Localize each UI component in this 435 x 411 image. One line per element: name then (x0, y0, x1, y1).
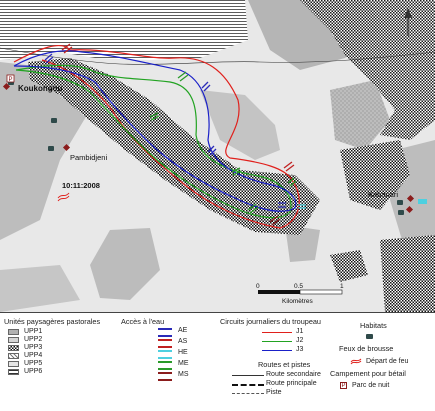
legend-upp3-label: UPP3 (24, 344, 43, 351)
place-label-koukongou: Koukongou (18, 84, 63, 93)
legend-route-secondary-label: Route secondaire (266, 371, 321, 378)
legend-upp5-swatch (8, 361, 19, 367)
legend-water-me-label: ME (178, 360, 189, 367)
legend-upp3-swatch (8, 345, 19, 351)
legend-water-he-label: HE (178, 349, 188, 356)
upp1-region-south (90, 228, 160, 300)
legend-water-ae-symbol (158, 328, 172, 337)
legend-circuit-j1-line (262, 332, 292, 333)
circuit-j3-blue (13, 50, 297, 212)
legend-water-he-symbol (158, 350, 172, 359)
legend-route-main-line (232, 384, 264, 386)
fire-start-icon (57, 192, 70, 202)
legend-upp6-label: UPP6 (24, 368, 43, 375)
legend-route-secondary-line (232, 375, 264, 376)
legend-route-main-label: Route principale (266, 380, 317, 387)
legend-track-label: Piste (266, 389, 282, 396)
legend-upp4-label: UPP4 (24, 352, 43, 359)
scale-unit-label: Kilomètres (282, 298, 313, 305)
legend-water-as-symbol (158, 339, 172, 348)
scale-bar: 0 0.5 1 Kilomètres (256, 283, 344, 305)
water-access-markers (44, 43, 306, 226)
upp3-checkered-diagonal (28, 58, 320, 235)
upp1-region-west (0, 62, 90, 240)
legend-circuit-j3-line (262, 350, 292, 351)
legend-campement-title: Campement pour bétail (330, 369, 406, 378)
legend-routes-title: Routes et pistes (258, 360, 311, 369)
legend-habitat-icon (366, 334, 373, 339)
legend-upp2-label: UPP2 (24, 336, 43, 343)
map-canvas: P Koukongou Pambidjeni Kabanari 10:11:20… (0, 0, 435, 312)
upp3-checkered-bottom (380, 235, 435, 312)
legend-circuit-j2-label: J2 (296, 337, 304, 344)
legend-upp1-label: UPP1 (24, 328, 43, 335)
parking-p-marker-letter: P (9, 77, 13, 83)
legend-fire-start-label: Départ de feu (366, 358, 409, 365)
legend-water-as-label: AS (178, 338, 188, 345)
legend-feux-title: Feux de brousse (339, 344, 394, 353)
legend-upp1-swatch (8, 329, 19, 335)
place-label-pambidjeni: Pambidjeni (70, 153, 107, 162)
upp1-region-bottom (0, 265, 80, 312)
parking-p-marker (6, 74, 15, 83)
upp3-checkered-southeast (330, 250, 368, 282)
legend-water-ae-label: AE (178, 327, 188, 334)
scale-tick-1: 1 (340, 283, 344, 290)
dotted-region-east (330, 80, 390, 150)
legend-upp5-label: UPP5 (24, 360, 43, 367)
legend-parking-label: Parc de nuit (352, 382, 390, 389)
legend-water-ms-label: MS (178, 371, 189, 378)
map-legend: Unités paysagères pastorales UPP1 UPP2 U… (0, 312, 435, 411)
legend-circuits-title: Circuits journaliers du troupeau (220, 317, 321, 326)
legend-circuit-j3-label: J3 (296, 346, 304, 353)
legend-circuit-j2-line (262, 341, 292, 342)
legend-parking-icon: P (340, 382, 347, 389)
fire-date-label: 10:11:2008 (62, 181, 100, 190)
upp1-region-center (200, 90, 280, 160)
legend-upp6-swatch (8, 369, 19, 375)
kabanari-water-marker (418, 199, 427, 204)
scale-tick-05: 0.5 (294, 283, 303, 290)
habitat-markers (8, 80, 404, 215)
upp6-lined-area (0, 0, 248, 60)
legend-upp2-swatch (8, 337, 19, 343)
legend-units-title: Unités paysagères pastorales (4, 317, 101, 326)
upp3-checkered-east (340, 140, 410, 210)
legend-fire-icon (350, 358, 362, 365)
scale-tick-0: 0 (256, 283, 260, 290)
north-arrow-icon (404, 8, 412, 36)
place-label-kabanari: Kabanari (368, 190, 398, 199)
legend-upp4-swatch (8, 353, 19, 359)
legend-circuit-j1-label: J1 (296, 328, 304, 335)
legend-water-title: Accès à l'eau (121, 317, 165, 326)
upp3-checkered-northeast (300, 0, 435, 140)
circuit-j1-red (13, 44, 300, 229)
legend-habitats-title: Habitats (360, 321, 387, 330)
legend-track-line (232, 393, 264, 394)
legend-water-ms-symbol (158, 372, 172, 381)
legend-water-me-symbol (158, 361, 172, 370)
